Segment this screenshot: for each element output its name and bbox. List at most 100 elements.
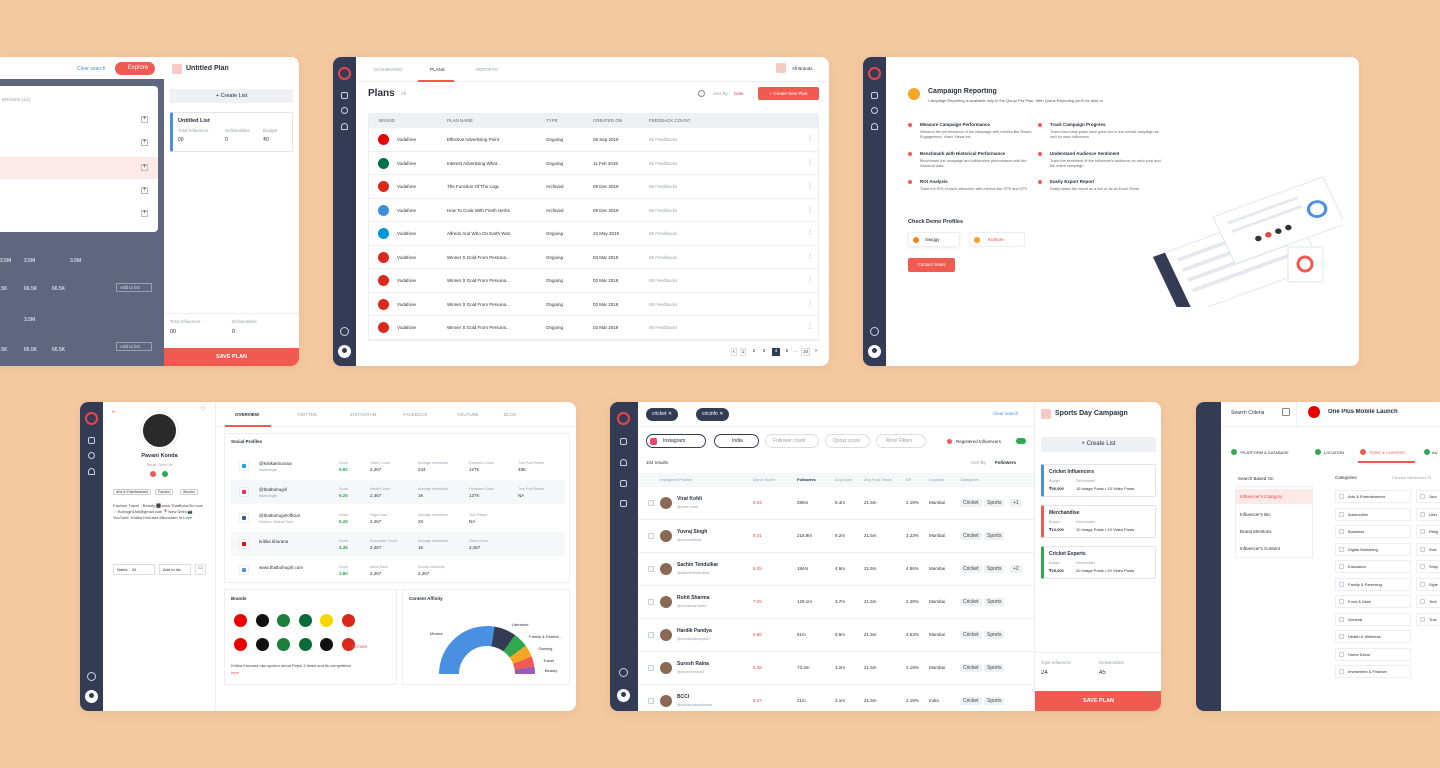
bell-icon[interactable] bbox=[88, 468, 95, 475]
influencer-name[interactable]: Rohit Sharma bbox=[677, 595, 710, 601]
tab-youtube[interactable]: YOUTUBE bbox=[457, 412, 479, 417]
more-icon[interactable]: ⋮ bbox=[807, 206, 813, 213]
table-row[interactable]: Vodafone Effective Advertising Point Ong… bbox=[369, 128, 818, 152]
add-to-list-dropdown[interactable]: Add to list bbox=[116, 342, 152, 351]
tab-plans[interactable]: PLANS bbox=[430, 67, 445, 72]
search-icon[interactable] bbox=[698, 90, 705, 97]
option-category[interactable]: Influencer's Category bbox=[1240, 494, 1283, 499]
contact-sales-button[interactable]: Contact Sales bbox=[908, 258, 955, 272]
more-icon[interactable]: ⋮ bbox=[807, 300, 813, 307]
brand-note-link[interactable]: here bbox=[231, 670, 240, 675]
registered-toggle[interactable] bbox=[1016, 438, 1026, 444]
page-next[interactable]: > bbox=[814, 348, 818, 353]
row-checkbox[interactable] bbox=[648, 632, 654, 638]
feedback-link[interactable]: 06 Feedbacks bbox=[649, 137, 678, 142]
save-plan-button[interactable]: SAVE PLAN bbox=[1035, 691, 1161, 711]
app-logo[interactable] bbox=[338, 67, 351, 80]
category-checkbox[interactable] bbox=[1420, 616, 1425, 622]
row-checkbox[interactable] bbox=[648, 599, 654, 605]
result-row[interactable]: BCCI @indiancricketteam 8.27 21m 2.1m 21… bbox=[638, 685, 1034, 711]
option-bio[interactable]: Influencer's Bio bbox=[1240, 512, 1271, 517]
influencer-name[interactable]: BCCI bbox=[677, 694, 690, 700]
row-checkbox[interactable] bbox=[648, 533, 654, 539]
more-icon[interactable]: ⋮ bbox=[807, 324, 813, 330]
tab-dashboard[interactable]: DASHBOARD bbox=[374, 67, 403, 72]
category-option[interactable]: Shop bbox=[1416, 560, 1440, 573]
plan-name[interactable]: Effective Advertising Point bbox=[447, 137, 499, 142]
plan-name[interactable]: Winner S Gold From Persona... bbox=[447, 301, 510, 307]
tab-topic[interactable]: TOPIC & CONTENT bbox=[1369, 450, 1406, 455]
feedback-link[interactable]: 06 Feedbacks bbox=[649, 184, 678, 189]
add-icon[interactable]: + bbox=[141, 139, 148, 146]
row-checkbox[interactable] bbox=[648, 665, 654, 671]
back-icon[interactable]: ← bbox=[110, 406, 118, 415]
add-icon[interactable]: + bbox=[141, 210, 148, 217]
page-10[interactable]: 10 bbox=[801, 348, 810, 356]
category-checkbox[interactable] bbox=[1339, 494, 1344, 499]
row-checkbox[interactable] bbox=[648, 566, 654, 572]
bell-icon[interactable] bbox=[341, 123, 348, 130]
list-card[interactable]: Merchandise Budget Deliverables ₹10,000 … bbox=[1041, 505, 1156, 538]
category-checkbox[interactable] bbox=[1420, 564, 1425, 569]
tab-facebook[interactable]: FACEBOOK bbox=[403, 412, 428, 417]
more-icon[interactable]: ⋮ bbox=[807, 183, 813, 189]
social-profile-row[interactable]: kritika khurana Score 4.35 Subscriber Cou… bbox=[231, 532, 565, 556]
search-icon[interactable] bbox=[871, 107, 878, 114]
reports-icon[interactable] bbox=[620, 500, 627, 507]
result-row[interactable]: Rohit Sharma @rohitsharma45 7.25 129.1m … bbox=[638, 586, 1034, 619]
category-checkbox[interactable] bbox=[1339, 511, 1344, 517]
profile-handle[interactable]: @thatbohogirlofficial bbox=[259, 513, 300, 518]
category-option[interactable]: Trav bbox=[1416, 612, 1440, 626]
category-option[interactable]: Family & Parenting bbox=[1335, 577, 1411, 591]
more-icon[interactable]: ⋮ bbox=[807, 253, 813, 260]
social-profile-row[interactable]: @thatbohogirlofficial Reliance Mutual Fu… bbox=[231, 506, 565, 530]
category-checkbox[interactable] bbox=[1420, 494, 1425, 499]
category-option[interactable]: Lifes bbox=[1416, 507, 1440, 521]
table-row[interactable]: Vodafone Winner S Gold From Persona... O… bbox=[369, 246, 818, 269]
search-icon[interactable] bbox=[341, 107, 348, 114]
grid-icon[interactable] bbox=[88, 437, 95, 444]
profile-handle[interactable]: @thatbohogirl bbox=[259, 487, 288, 492]
feedback-link[interactable]: 06 Feedbacks bbox=[649, 278, 678, 283]
influencer-name[interactable]: Virat Kohli bbox=[677, 496, 702, 502]
app-logo[interactable] bbox=[868, 67, 881, 80]
list-card[interactable]: Cricket Influencers Budget Deliverables … bbox=[1041, 464, 1156, 497]
heart-icon[interactable]: ♡ bbox=[200, 407, 206, 413]
category-option[interactable]: Home Decor bbox=[1335, 647, 1411, 661]
table-row[interactable]: Vodafone Winner S Gold From Persona... O… bbox=[369, 316, 818, 340]
category-option[interactable]: Business bbox=[1335, 525, 1411, 538]
category-checkbox[interactable] bbox=[1339, 599, 1344, 604]
platform-select[interactable]: Instagram bbox=[646, 434, 706, 448]
row-checkbox[interactable] bbox=[648, 500, 654, 506]
more-icon[interactable]: ⋮ bbox=[807, 136, 813, 142]
category-checkbox[interactable] bbox=[1339, 669, 1344, 674]
more-filters-button[interactable]: More Filters bbox=[876, 434, 926, 448]
demo-profile-swiggy[interactable]: Swiggy bbox=[908, 232, 960, 247]
category-option[interactable]: Digital Marketing bbox=[1335, 542, 1411, 556]
category-option[interactable]: Style bbox=[1416, 577, 1440, 591]
feedback-link[interactable]: 06 Feedbacks bbox=[649, 231, 678, 236]
brand-select[interactable]: All Brands bbox=[792, 66, 813, 71]
more-categories[interactable]: +2 bbox=[1010, 565, 1022, 573]
influencer-name[interactable]: Hardik Pandya bbox=[677, 628, 712, 634]
notes-button[interactable]: Notes 34 bbox=[113, 564, 155, 575]
page-3[interactable]: 3 bbox=[762, 348, 766, 353]
category-option[interactable]: Scie bbox=[1416, 542, 1440, 556]
plans-icon[interactable] bbox=[620, 480, 627, 487]
influencer-name[interactable]: Sachin Tendulkar bbox=[677, 562, 719, 568]
plan-name[interactable]: Interest Advertising What... bbox=[447, 160, 501, 166]
add-icon[interactable]: + bbox=[141, 187, 148, 194]
bell-icon[interactable] bbox=[620, 459, 627, 466]
globe-icon[interactable] bbox=[340, 327, 349, 336]
table-row[interactable]: Vodafone How To Cook With Fresh Herbs Ar… bbox=[369, 199, 818, 222]
grid-icon[interactable] bbox=[341, 92, 348, 99]
category-option[interactable]: Investment & Finance bbox=[1335, 665, 1411, 678]
social-profile-row[interactable]: www.thatbohogirl.com Score 2.80 Alexa Ran… bbox=[231, 558, 565, 582]
result-row[interactable]: Suresh Raina @sureshraina3 5.38 73.3m 4.… bbox=[638, 652, 1034, 685]
more-icon[interactable]: ⋮ bbox=[807, 277, 813, 283]
category-option[interactable]: Arts & Entertainment bbox=[1335, 490, 1411, 503]
globe-icon[interactable] bbox=[87, 672, 96, 681]
tab-platform[interactable]: *PLATFORM & DATABASE bbox=[1240, 450, 1289, 455]
tab-twitter[interactable]: TWITTER bbox=[297, 412, 317, 417]
globe-icon[interactable] bbox=[870, 327, 879, 336]
